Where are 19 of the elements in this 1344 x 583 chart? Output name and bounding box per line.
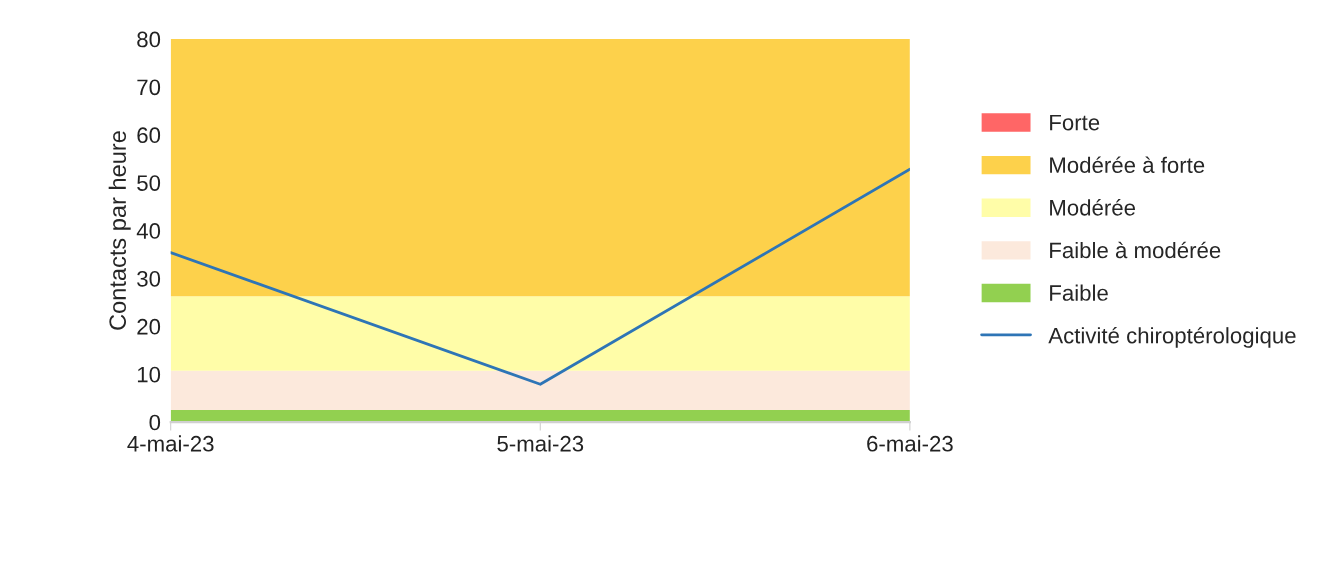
x-tick-label: 4-mai-23 xyxy=(127,435,214,452)
x-tick-label: 6-mai-23 xyxy=(867,435,953,452)
y-tick-label: 80 xyxy=(137,31,161,48)
y-tick-label: 70 xyxy=(137,79,161,96)
y-tick-label: 20 xyxy=(137,318,161,335)
y-axis-title: Contacts par heure xyxy=(108,131,131,330)
y-tick-label: 60 xyxy=(137,127,161,144)
legend-label: Modérée à forte xyxy=(1050,156,1205,174)
y-tick-label: 10 xyxy=(137,366,161,383)
y-tick-label: 0 xyxy=(149,414,161,431)
x-tick-label: 5-mai-23 xyxy=(497,435,584,452)
y-tick-label: 30 xyxy=(137,270,161,287)
legend-label: Forte xyxy=(1050,114,1100,131)
legend-label: Modérée xyxy=(1050,199,1136,216)
legend-label: Faible à modérée xyxy=(1050,241,1221,259)
legend-label: Activité chiroptérologique xyxy=(1048,326,1296,348)
y-tick-label: 40 xyxy=(136,223,161,239)
y-tick-label: 50 xyxy=(137,175,161,191)
legend-label: Faible xyxy=(1050,284,1108,301)
